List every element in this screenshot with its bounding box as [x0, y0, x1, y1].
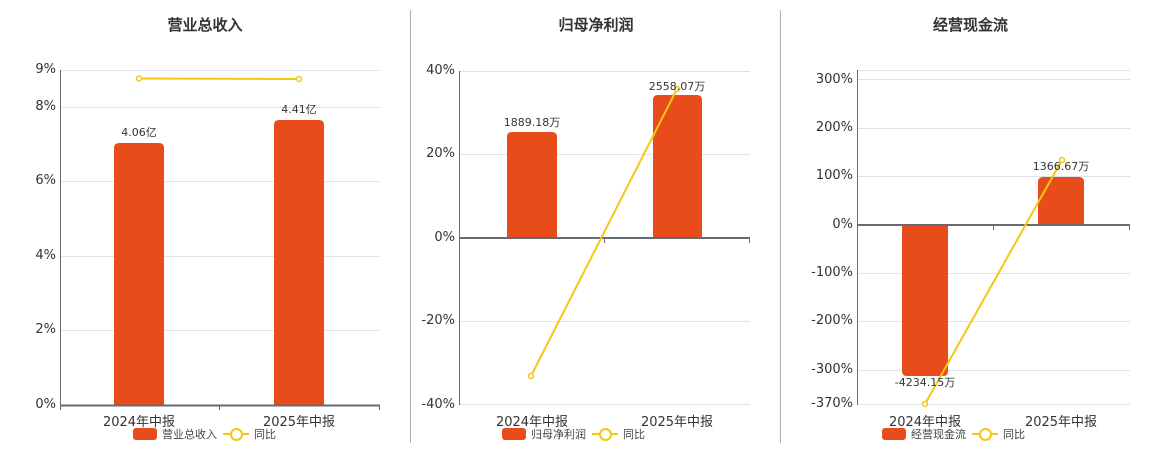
- chart-panel-operating-cash-flow: 经营现金流 300% 200% 100% 0% -100% -200% -300…: [781, 0, 1160, 450]
- chart-panel-net-profit: 归母净利润 40% 20% 0% -20% -40% 1889.18万 2558…: [411, 0, 781, 450]
- x-axis-label: 2025年中报: [262, 415, 336, 430]
- cash-flow-chart-plot: [857, 70, 1130, 408]
- panel-divider: [410, 10, 411, 443]
- chart-title: 归母净利润: [558, 16, 634, 34]
- bar-2024: [902, 225, 948, 376]
- legend-item-bar[interactable]: 营业总收入: [133, 426, 217, 442]
- bar-2025: [1038, 177, 1084, 225]
- chart-legend: 归母净利润 同比: [502, 426, 645, 442]
- bar-swatch-icon: [502, 428, 526, 440]
- line-marker-icon: [972, 428, 998, 441]
- x-axis-label: 2024年中报: [102, 415, 176, 430]
- chart-legend: 经营现金流 同比: [882, 426, 1025, 442]
- x-axis-label: 2025年中报: [1024, 415, 1098, 430]
- line-marker-icon: [592, 428, 618, 441]
- revenue-chart-plot: [60, 70, 380, 410]
- bar-2024: [507, 132, 557, 238]
- x-axis-label: 2025年中报: [640, 415, 714, 430]
- bar-value-label: 2558.07万: [648, 80, 706, 93]
- bar-2025: [274, 120, 324, 405]
- legend-item-line[interactable]: 同比: [972, 426, 1025, 442]
- chart-title: 营业总收入: [167, 16, 243, 34]
- chart-panel-revenue: 营业总收入 9% 8% 6% 4% 2% 0% 4.06亿 4.41亿: [0, 0, 410, 450]
- panel-divider: [780, 10, 781, 443]
- line-marker-icon: [223, 428, 249, 441]
- bar-swatch-icon: [133, 428, 157, 440]
- bar-value-label: -4234.15万: [894, 376, 956, 389]
- bar-swatch-icon: [882, 428, 906, 440]
- chart-title: 经营现金流: [932, 16, 1008, 34]
- chart-legend: 营业总收入 同比: [133, 426, 276, 442]
- x-axis-label: 2024年中报: [888, 415, 962, 430]
- bar-2024: [114, 143, 164, 405]
- bar-2025: [653, 95, 702, 238]
- bar-value-label: 4.06亿: [121, 126, 157, 139]
- x-axis-label: 2024年中报: [495, 415, 569, 430]
- legend-item-bar[interactable]: 归母净利润: [502, 426, 586, 442]
- bar-value-label: 1889.18万: [503, 116, 561, 129]
- legend-item-bar[interactable]: 经营现金流: [882, 426, 966, 442]
- legend-item-line[interactable]: 同比: [592, 426, 645, 442]
- legend-item-line[interactable]: 同比: [223, 426, 276, 442]
- net-profit-chart-plot: [459, 71, 750, 405]
- bar-value-label: 4.41亿: [281, 103, 317, 116]
- bar-value-label: 1366.67万: [1032, 160, 1090, 173]
